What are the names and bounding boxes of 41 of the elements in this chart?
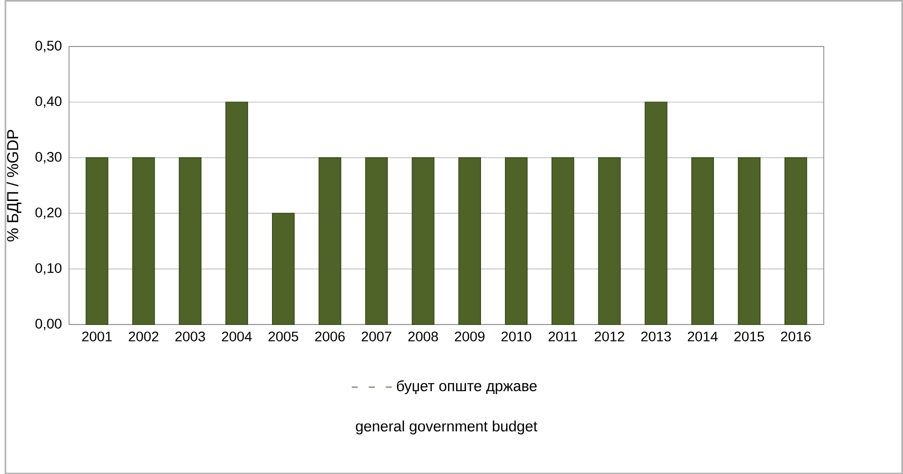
- x-tick-label: 2012: [594, 331, 624, 342]
- y-tick-label: 0,50: [35, 40, 62, 52]
- bar: [644, 102, 668, 325]
- legend-label: буџет опште државе: [396, 380, 537, 394]
- x-tick-label: 2004: [222, 331, 252, 342]
- x-tick-label: 2002: [128, 331, 158, 342]
- bar: [552, 157, 574, 325]
- x-tick-label: 2009: [454, 331, 484, 342]
- bar: [86, 157, 108, 325]
- bar: [504, 157, 528, 325]
- bar: [272, 212, 295, 325]
- bar: [318, 157, 342, 325]
- y-tick-label: 0,30: [35, 152, 62, 164]
- x-tick-label: 2014: [688, 331, 718, 342]
- bar: [178, 157, 202, 325]
- x-tick-label: 2006: [315, 331, 345, 342]
- x-tick-label: 2016: [781, 331, 811, 342]
- x-tick-label: 2005: [268, 331, 298, 342]
- bar: [132, 157, 155, 325]
- x-tick-label: 2011: [548, 331, 578, 342]
- y-tick-label: 0,20: [35, 207, 62, 219]
- bar: [225, 102, 248, 325]
- bar: [458, 157, 482, 325]
- text: general government budget: [356, 420, 538, 434]
- y-tick-label: 0,00: [35, 318, 62, 330]
- y-tick-label: 0,40: [35, 96, 62, 108]
- x-tick-label: 2010: [501, 331, 532, 342]
- x-tick-label: 2008: [408, 331, 438, 342]
- x-tick-label: 2007: [362, 331, 392, 342]
- x-tick-label: 2001: [82, 331, 112, 342]
- x-tick-label: 2003: [175, 331, 205, 342]
- x-tick-label: 2015: [734, 331, 764, 342]
- bar: [598, 157, 621, 325]
- x-tick-label: 2013: [641, 331, 671, 342]
- bar: [691, 157, 714, 325]
- bar: [412, 157, 434, 325]
- bar: [365, 157, 388, 325]
- bar: [738, 157, 761, 325]
- y-tick-label: 0,10: [35, 263, 62, 275]
- y-axis-title: % БДП / %GDP: [6, 130, 22, 242]
- bar: [784, 157, 808, 325]
